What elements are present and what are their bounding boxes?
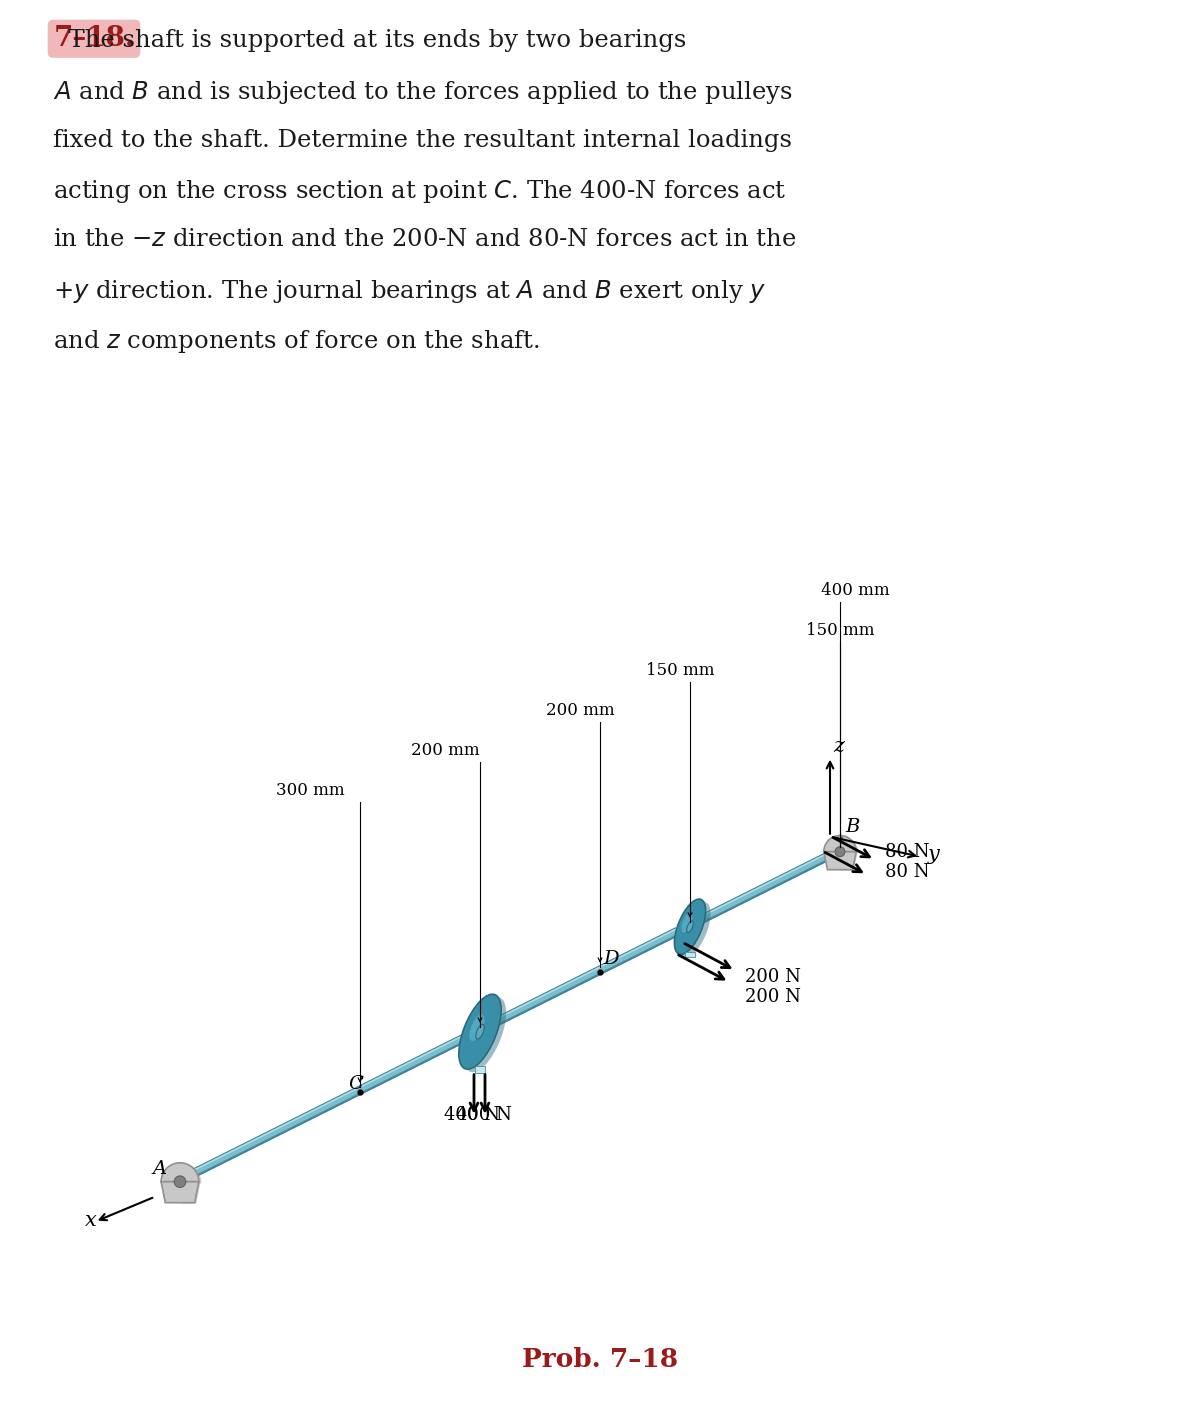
Text: 80 N: 80 N bbox=[886, 863, 930, 880]
Text: 150 mm: 150 mm bbox=[806, 622, 875, 639]
Text: Prob. 7–18: Prob. 7–18 bbox=[522, 1346, 678, 1372]
Text: 200 mm: 200 mm bbox=[546, 701, 616, 719]
Text: in the $-z$ direction and the 200-N and 80-N forces act in the: in the $-z$ direction and the 200-N and … bbox=[53, 229, 797, 251]
Wedge shape bbox=[161, 1163, 199, 1181]
Polygon shape bbox=[685, 951, 695, 957]
Polygon shape bbox=[700, 846, 839, 917]
Text: 400 mm: 400 mm bbox=[821, 582, 890, 599]
Ellipse shape bbox=[469, 1014, 485, 1041]
Ellipse shape bbox=[835, 846, 845, 856]
Polygon shape bbox=[178, 1032, 469, 1184]
Wedge shape bbox=[823, 835, 857, 852]
Text: B: B bbox=[845, 818, 859, 836]
Polygon shape bbox=[475, 1066, 485, 1072]
Ellipse shape bbox=[174, 1176, 186, 1187]
Polygon shape bbox=[178, 1032, 467, 1179]
Text: 7–18.: 7–18. bbox=[53, 26, 134, 53]
Text: $A$ and $B$ and is subjected to the forces applied to the pulleys: $A$ and $B$ and is subjected to the forc… bbox=[53, 78, 793, 106]
Text: 400 N: 400 N bbox=[444, 1106, 500, 1123]
Text: 200 mm: 200 mm bbox=[412, 741, 480, 758]
Polygon shape bbox=[823, 852, 857, 869]
Text: y: y bbox=[928, 845, 940, 863]
Text: 300 mm: 300 mm bbox=[276, 781, 346, 798]
Text: 200 N: 200 N bbox=[745, 988, 800, 1005]
Polygon shape bbox=[700, 846, 841, 923]
Polygon shape bbox=[161, 1181, 199, 1203]
Text: and $z$ components of force on the shaft.: and $z$ components of force on the shaft… bbox=[53, 328, 540, 355]
Wedge shape bbox=[163, 1164, 202, 1183]
Text: 80 N: 80 N bbox=[886, 842, 930, 861]
Text: fixed to the shaft. Determine the resultant internal loadings: fixed to the shaft. Determine the result… bbox=[53, 129, 792, 152]
Polygon shape bbox=[492, 933, 679, 1028]
Polygon shape bbox=[841, 852, 858, 870]
Text: z: z bbox=[833, 737, 844, 755]
Polygon shape bbox=[181, 1183, 200, 1204]
Text: A: A bbox=[152, 1160, 166, 1177]
Ellipse shape bbox=[686, 920, 694, 933]
Text: acting on the cross section at point $C$. The 400-N forces act: acting on the cross section at point $C$… bbox=[53, 179, 786, 206]
Ellipse shape bbox=[458, 994, 502, 1069]
Polygon shape bbox=[490, 927, 679, 1028]
Text: 400 N: 400 N bbox=[456, 1106, 512, 1123]
Text: The shaft is supported at its ends by two bearings: The shaft is supported at its ends by tw… bbox=[53, 28, 686, 53]
Text: x: x bbox=[85, 1211, 97, 1230]
Ellipse shape bbox=[464, 997, 506, 1072]
Polygon shape bbox=[180, 1038, 469, 1184]
Ellipse shape bbox=[682, 913, 692, 933]
Ellipse shape bbox=[679, 902, 710, 957]
Ellipse shape bbox=[476, 1024, 484, 1039]
Polygon shape bbox=[490, 927, 677, 1022]
Wedge shape bbox=[826, 836, 858, 853]
Text: $+y$ direction. The journal bearings at $A$ and $B$ exert only $y$: $+y$ direction. The journal bearings at … bbox=[53, 278, 767, 305]
Text: D: D bbox=[604, 950, 619, 967]
Text: C: C bbox=[348, 1075, 362, 1093]
Ellipse shape bbox=[674, 899, 706, 954]
Text: 200 N: 200 N bbox=[745, 967, 800, 985]
Text: 150 mm: 150 mm bbox=[647, 662, 715, 679]
Polygon shape bbox=[702, 852, 841, 923]
